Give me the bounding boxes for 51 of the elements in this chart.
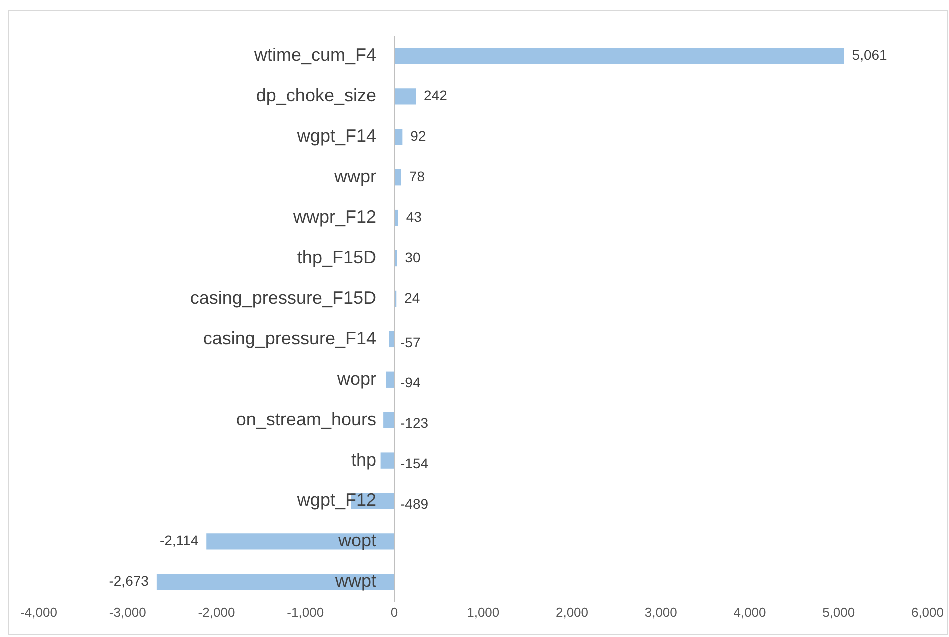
y-tick-label: casing_pressure_F15D xyxy=(190,288,376,308)
bar xyxy=(206,534,394,550)
data-label: -57 xyxy=(400,334,421,350)
y-tick-label: wwpr xyxy=(333,166,376,187)
x-tick-label: 4,000 xyxy=(734,604,766,620)
bar xyxy=(394,210,398,226)
bar xyxy=(389,331,394,348)
y-tick-label: on_stream_hours xyxy=(236,409,376,430)
x-tick-label: 2,000 xyxy=(556,604,589,620)
data-label: 5,061 xyxy=(852,47,888,64)
data-label: 242 xyxy=(424,88,448,104)
data-label: -123 xyxy=(400,415,429,432)
bar xyxy=(384,412,394,428)
bar xyxy=(394,250,398,267)
y-tick-label: wgpt_F14 xyxy=(296,126,376,146)
y-tick-label: thp_F15D xyxy=(297,247,376,268)
data-label: -94 xyxy=(400,374,421,391)
data-label: 43 xyxy=(406,208,422,225)
data-label: 30 xyxy=(405,249,421,266)
y-tick-label: wtime_cum_F4 xyxy=(253,45,376,66)
x-tick-label: 1,000 xyxy=(467,604,500,620)
bar xyxy=(380,452,394,469)
data-label: 92 xyxy=(410,128,426,144)
x-tick-label: 3,000 xyxy=(644,604,678,620)
x-tick-label: 5,000 xyxy=(822,604,856,620)
bar xyxy=(394,170,402,186)
data-label: -489 xyxy=(400,496,429,512)
bar xyxy=(156,574,394,590)
x-tick-label: -2,000 xyxy=(198,604,236,620)
data-label: 24 xyxy=(404,290,420,306)
y-tick-label: wgpt_F12 xyxy=(296,490,376,510)
bar xyxy=(394,88,416,105)
y-tick-label: wopt xyxy=(337,530,376,551)
y-tick-label: wopr xyxy=(336,368,376,389)
x-tick-label: 0 xyxy=(390,604,398,620)
y-tick-label: thp xyxy=(351,450,376,470)
data-label: -154 xyxy=(400,456,429,472)
y-tick-label: dp_choke_size xyxy=(256,86,376,106)
data-label: -2,673 xyxy=(109,573,150,590)
bar xyxy=(386,372,394,388)
bar xyxy=(394,129,403,146)
y-tick-label: wwpt xyxy=(334,571,376,592)
x-tick-label: 6,000 xyxy=(911,604,944,620)
bar xyxy=(394,48,844,64)
data-label: -2,114 xyxy=(160,532,199,549)
x-tick-label: -3,000 xyxy=(109,604,146,620)
x-tick-label: -1,000 xyxy=(287,604,324,620)
y-tick-label: wwpr_F12 xyxy=(292,207,376,228)
x-tick-label: -4,000 xyxy=(20,604,58,620)
data-label: 78 xyxy=(409,168,426,184)
y-tick-label: casing_pressure_F14 xyxy=(203,328,376,348)
